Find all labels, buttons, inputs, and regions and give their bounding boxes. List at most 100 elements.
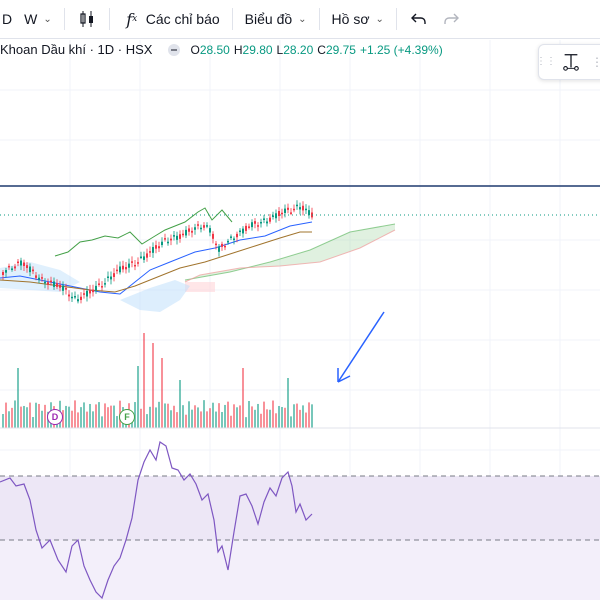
financial-marker[interactable]: F: [119, 409, 135, 425]
candle-body: [158, 246, 160, 249]
chevron-down-icon: ⌄: [43, 13, 52, 25]
candle-body: [155, 245, 157, 249]
candle-body: [62, 285, 64, 291]
chart-type-button[interactable]: Biểu đồ ⌄: [239, 0, 313, 38]
candles-button[interactable]: [71, 0, 103, 38]
volume-bar: [227, 401, 229, 428]
redo-button[interactable]: [435, 0, 467, 38]
volume-bar: [188, 401, 190, 428]
dots-icon[interactable]: ⋮: [591, 55, 600, 69]
low-value: 28.20: [283, 42, 314, 57]
candle-body: [134, 264, 136, 267]
volume-bars: [2, 333, 313, 428]
volume-bar: [35, 402, 37, 428]
volume-bar: [239, 405, 241, 428]
annotation-arrow-line[interactable]: [337, 311, 385, 383]
volume-bar: [86, 411, 88, 428]
candle-body: [5, 270, 7, 273]
candle-body: [227, 240, 229, 243]
undo-button[interactable]: [403, 0, 435, 38]
close-key: C: [317, 42, 326, 57]
toolbar-divider: [318, 8, 320, 30]
candle-body: [50, 280, 52, 283]
interval-w-button[interactable]: W ⌄: [18, 0, 58, 38]
measure-icon[interactable]: [561, 52, 581, 72]
visibility-icon[interactable]: [168, 43, 181, 56]
volume-bar: [149, 406, 151, 428]
volume-bar: [206, 411, 208, 428]
candle-body: [161, 241, 163, 246]
candle-body: [263, 218, 265, 220]
volume-bar: [161, 358, 163, 428]
volume-bar: [299, 409, 301, 428]
volume-bar: [224, 404, 226, 428]
candle-body: [185, 229, 187, 236]
high-value: 29.80: [242, 42, 273, 57]
volume-bar: [254, 409, 256, 428]
profile-button[interactable]: Hồ sơ ⌄: [326, 0, 390, 38]
volume-bar: [167, 403, 169, 428]
chart-canvas[interactable]: [0, 38, 600, 600]
candle-body: [131, 261, 133, 263]
volume-bar: [152, 343, 154, 428]
volume-bar: [2, 414, 4, 428]
volume-bar: [290, 416, 292, 428]
volume-bar: [146, 414, 148, 428]
candle-body: [230, 236, 232, 238]
candle-body: [260, 221, 262, 224]
candle-body: [302, 205, 304, 211]
symbol-title[interactable]: Khoan Dầu khí · 1D · HSX: [0, 42, 153, 57]
candle-body: [266, 221, 268, 224]
price-candles: [2, 200, 313, 304]
volume-bar: [269, 409, 271, 428]
volume-bar: [185, 414, 187, 428]
candle-body: [83, 293, 85, 295]
interval-d-button[interactable]: D: [0, 0, 18, 38]
candle-body: [293, 208, 295, 211]
candle-body: [305, 208, 307, 211]
volume-bar: [182, 405, 184, 428]
candle-body: [254, 221, 256, 224]
candle-body: [212, 233, 214, 239]
volume-bar: [155, 407, 157, 428]
candle-body: [44, 281, 46, 284]
volume-bar: [311, 404, 313, 428]
volume-bar: [278, 405, 280, 428]
candle-body: [299, 207, 301, 210]
candle-body: [269, 217, 271, 222]
candle-body: [8, 265, 10, 268]
volume-bar: [137, 366, 139, 428]
volume-bar: [293, 404, 295, 428]
candle-body: [11, 268, 13, 270]
rsi-band-lower: [0, 540, 600, 600]
dividend-marker[interactable]: D: [47, 409, 63, 425]
candle-body: [95, 285, 97, 291]
volume-bar: [134, 402, 136, 428]
volume-bar: [302, 405, 304, 428]
candle-body: [191, 230, 193, 233]
candles-icon: [77, 9, 97, 29]
ohlc-open: O28.50: [190, 43, 229, 57]
candle-body: [257, 225, 259, 227]
close-value: 29.75: [325, 42, 356, 57]
candle-body: [122, 265, 124, 270]
candle-body: [218, 246, 220, 252]
volume-bar: [281, 406, 283, 428]
candle-body: [77, 299, 79, 302]
drag-handle-icon[interactable]: ⋮⋮: [536, 56, 556, 67]
candle-body: [41, 277, 43, 279]
volume-bar: [305, 412, 307, 428]
volume-bar: [143, 333, 145, 428]
candle-body: [29, 266, 31, 273]
ohlc-close: C29.75: [317, 43, 356, 57]
candle-body: [221, 243, 223, 247]
volume-bar: [95, 404, 97, 428]
volume-bar: [272, 400, 274, 428]
volume-bar: [176, 412, 178, 428]
ichimoku-leading-span-b: [184, 229, 396, 283]
chevron-down-icon: ⌄: [298, 13, 307, 25]
dividend-marker-label: D: [51, 412, 59, 422]
volume-bar: [209, 408, 211, 428]
volume-bar: [74, 400, 76, 428]
